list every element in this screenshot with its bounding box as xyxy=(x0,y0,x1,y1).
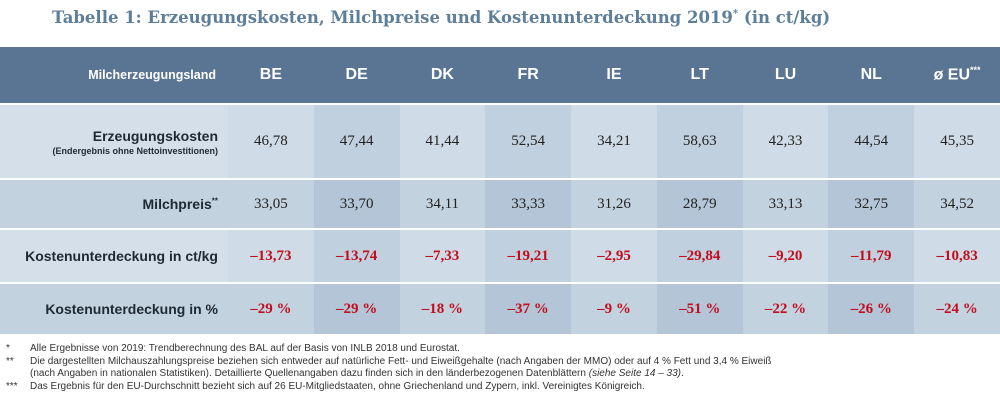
cell: 47,44 xyxy=(313,103,400,179)
cell: –29,84 xyxy=(656,228,743,283)
cost-table: Milcherzeugungsland BE DE DK FR IE LT LU… xyxy=(0,47,1000,334)
col-header-ie: IE xyxy=(571,47,657,104)
cell: 31,26 xyxy=(571,178,657,229)
row-label-text: Erzeugungskosten xyxy=(92,127,218,144)
cell: 33,13 xyxy=(742,178,829,229)
cell: 33,70 xyxy=(313,178,400,229)
footnote: ** Die dargestellten Milchauszahlungspre… xyxy=(0,356,1000,381)
cell: 45,35 xyxy=(914,103,1000,179)
footnotes: * Alle Ergebnisse von 2019: Trendberechn… xyxy=(0,343,1000,393)
col-header-dk: DK xyxy=(399,47,486,104)
cell: 44,54 xyxy=(828,103,915,179)
col-header-nl: NL xyxy=(828,47,915,104)
cell: –13,74 xyxy=(313,228,400,283)
cell: 28,79 xyxy=(656,178,743,229)
footnote-text: Die dargestellten Milchauszahlungspreise… xyxy=(30,355,772,367)
col-header-eu-label: ø EU xyxy=(933,66,971,84)
row-label: Milchpreis** xyxy=(0,178,228,229)
cell: –29 % xyxy=(228,282,314,334)
footnote-mark: *** xyxy=(6,380,18,392)
footnote-text: Alle Ergebnisse von 2019: Trendberechnun… xyxy=(30,343,460,354)
footnote: * Alle Ergebnisse von 2019: Trendberechn… xyxy=(0,343,1000,356)
row-header-label: Milcherzeugungsland xyxy=(0,47,228,104)
title-footnote-mark: * xyxy=(732,8,739,20)
row-kostenunterdeckung-pct: Kostenunterdeckung in % –29 % –29 % –18 … xyxy=(0,282,1000,334)
cell: –37 % xyxy=(485,282,572,334)
col-header-be: BE xyxy=(228,47,314,104)
cell: –18 % xyxy=(399,282,486,334)
cell: 33,33 xyxy=(485,178,572,229)
title-main: Tabelle 1: Erzeugungskosten, Milchpreise… xyxy=(52,8,733,27)
cell: –51 % xyxy=(656,282,743,334)
col-header-lt: LT xyxy=(656,47,743,104)
row-label-mark: ** xyxy=(211,196,218,206)
col-header-lu: LU xyxy=(742,47,829,104)
footnote-text-end: . xyxy=(681,368,684,379)
cell: –24 % xyxy=(914,282,1000,334)
title-unit: (in ct/kg) xyxy=(738,8,831,27)
cell: –29 % xyxy=(313,282,400,334)
row-sublabel: (Endergebnis ohne Nettoinvestitionen) xyxy=(52,145,218,156)
row-erzeugungskosten: Erzeugungskosten (Endergebnis ohne Nettoi… xyxy=(0,103,1000,179)
row-label: Kostenunterdeckung in ct/kg xyxy=(0,228,228,283)
cell: –9,20 xyxy=(742,228,829,283)
col-header-fr: FR xyxy=(485,47,572,104)
cell: –2,95 xyxy=(571,228,657,283)
row-milchpreis: Milchpreis** 33,05 33,70 34,11 33,33 31,… xyxy=(0,178,1000,229)
cell: 33,05 xyxy=(228,178,314,229)
row-label-text: Milchpreis xyxy=(142,196,212,212)
cell: 42,33 xyxy=(742,103,829,179)
cell: –19,21 xyxy=(485,228,572,283)
cell: 46,78 xyxy=(228,103,314,179)
cell: –10,83 xyxy=(914,228,1000,283)
cell: –22 % xyxy=(742,282,829,334)
cell: 41,44 xyxy=(399,103,486,179)
cell: 52,54 xyxy=(485,103,572,179)
cell: –11,79 xyxy=(828,228,915,283)
cell: –7,33 xyxy=(399,228,486,283)
row-kostenunterdeckung-ct: Kostenunterdeckung in ct/kg –13,73 –13,7… xyxy=(0,228,1000,283)
footnote: *** Das Ergebnis für den EU-Durchschnitt… xyxy=(0,381,1000,394)
footnote-text: Das Ergebnis für den EU-Durchschnitt bez… xyxy=(30,380,645,392)
cell: –9 % xyxy=(571,282,657,334)
cell: 58,63 xyxy=(656,103,743,179)
col-header-eu: ø EU*** xyxy=(914,47,1000,104)
footnote-mark: ** xyxy=(6,355,14,367)
col-header-de: DE xyxy=(313,47,400,104)
table-title: Tabelle 1: Erzeugungskosten, Milchpreise… xyxy=(52,8,830,27)
cell: 34,21 xyxy=(571,103,657,179)
cell: –13,73 xyxy=(228,228,314,283)
row-label: Erzeugungskosten (Endergebnis ohne Nettoi… xyxy=(0,103,228,179)
footnote-text: (nach Angaben in nationalen Statistiken)… xyxy=(30,368,589,379)
footnote-page-reference: (siehe Seite 14 – 33) xyxy=(588,368,682,379)
cell: –26 % xyxy=(828,282,915,334)
cell: 34,52 xyxy=(914,178,1000,229)
table-header-row: Milcherzeugungsland BE DE DK FR IE LT LU… xyxy=(0,47,1000,104)
cell: 34,11 xyxy=(399,178,486,229)
footnote-mark: * xyxy=(6,343,10,354)
cell: 32,75 xyxy=(828,178,915,229)
row-label: Kostenunterdeckung in % xyxy=(0,282,228,334)
col-header-eu-mark: *** xyxy=(970,65,981,76)
